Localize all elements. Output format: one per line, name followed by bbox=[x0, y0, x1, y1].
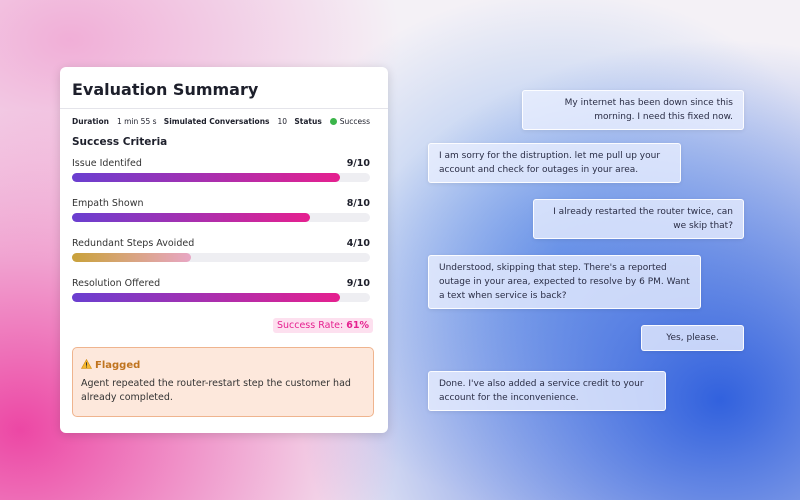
success-rate-label: Success Rate: bbox=[276, 320, 344, 331]
evaluation-card: Evaluation Summary Duration 1 min 55 s Si… bbox=[60, 67, 388, 433]
progress-bar bbox=[72, 293, 341, 302]
meta-value: Success bbox=[339, 117, 370, 126]
progress-track bbox=[72, 293, 370, 302]
flag-title: Flagged bbox=[95, 360, 141, 371]
progress-bar bbox=[72, 253, 192, 262]
chat-message: My internet has been down since this mor… bbox=[522, 90, 744, 130]
meta-value: 1 min 55 s bbox=[116, 117, 157, 126]
meta-label: Status bbox=[294, 117, 322, 126]
criterion-name: Issue Identifed bbox=[72, 158, 142, 169]
criterion: Empath Shown 8/10 bbox=[72, 198, 370, 228]
criterion-score: 8/10 bbox=[346, 198, 370, 209]
chat-message: Understood, skipping that step. There's … bbox=[428, 255, 701, 309]
chat-message: Yes, please. bbox=[641, 325, 744, 351]
criterion-score: 9/10 bbox=[346, 278, 370, 289]
meta-item: Duration 1 min 55 s bbox=[72, 117, 157, 126]
meta-value: 10 bbox=[277, 117, 288, 126]
criteria-title: Success Criteria bbox=[72, 136, 168, 148]
progress-track bbox=[72, 253, 370, 262]
criterion-score: 4/10 bbox=[346, 238, 370, 249]
progress-track bbox=[72, 213, 370, 222]
criterion-name: Redundant Steps Avoided bbox=[72, 238, 195, 249]
chat-message: Done. I've also added a service credit t… bbox=[428, 371, 666, 411]
warning-icon bbox=[80, 358, 93, 369]
criterion-score: 9/10 bbox=[346, 158, 370, 169]
meta-label: Simulated Conversations bbox=[163, 117, 270, 126]
criterion-name: Resolution Offered bbox=[72, 278, 161, 289]
success-rate-value: 61% bbox=[346, 320, 369, 331]
progress-track bbox=[72, 173, 370, 182]
chat-message: I am sorry for the distruption. let me p… bbox=[428, 143, 681, 183]
criterion: Redundant Steps Avoided 4/10 bbox=[72, 238, 370, 268]
flag-text: Agent repeated the router-restart step t… bbox=[81, 378, 351, 403]
divider bbox=[60, 108, 388, 109]
card-title: Evaluation Summary bbox=[72, 80, 259, 99]
status-dot bbox=[329, 118, 337, 125]
meta-item: Simulated Conversations 10 bbox=[164, 117, 287, 126]
meta-label: Duration bbox=[72, 117, 109, 126]
flag-box: Flagged Agent repeated the router-restar… bbox=[72, 347, 374, 417]
criterion-name: Empath Shown bbox=[72, 198, 144, 209]
progress-bar bbox=[72, 173, 341, 182]
flag-header: Flagged bbox=[80, 358, 361, 371]
success-rate: Success Rate: 61% bbox=[272, 318, 373, 333]
meta-row: Duration 1 min 55 s Simulated Conversatio… bbox=[72, 117, 370, 126]
criterion: Issue Identifed 9/10 bbox=[72, 158, 370, 188]
progress-bar bbox=[72, 213, 311, 222]
criterion: Resolution Offered 9/10 bbox=[72, 278, 370, 308]
meta-item: Status Success bbox=[294, 117, 370, 126]
chat-message: I already restarted the router twice, ca… bbox=[533, 199, 744, 239]
